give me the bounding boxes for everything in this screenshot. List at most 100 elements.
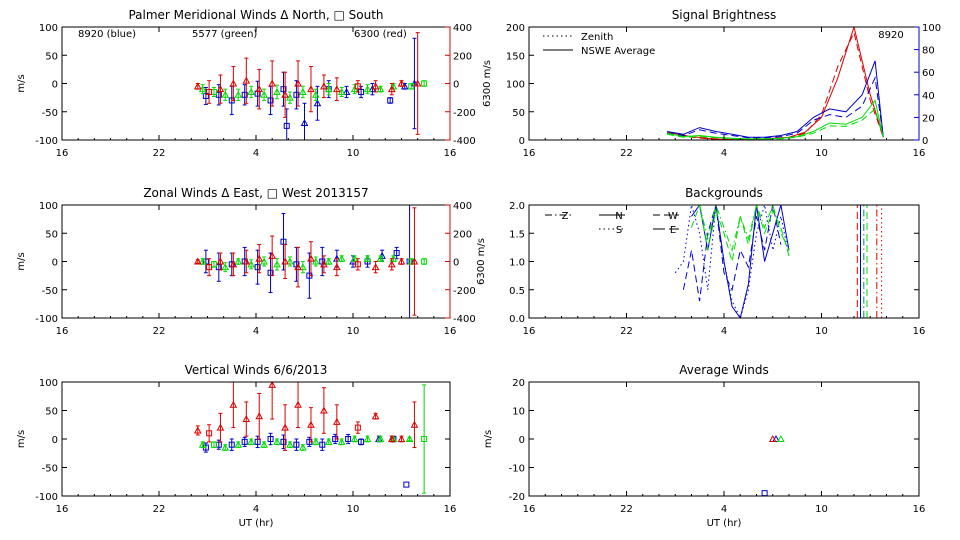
panel-title: Backgrounds xyxy=(685,186,763,200)
marker-square xyxy=(241,91,248,98)
right-y-tick-label: 0 xyxy=(453,80,459,91)
y-tick-label: -10 xyxy=(509,464,525,475)
x-tick-label: 22 xyxy=(620,148,633,159)
marker-triangle xyxy=(260,440,268,448)
series-line-blue xyxy=(691,205,790,318)
marker-triangle xyxy=(242,257,251,265)
marker-triangle xyxy=(768,434,777,442)
marker-triangle xyxy=(350,434,359,442)
marker-triangle xyxy=(247,87,255,95)
y-axis-label: m/s xyxy=(16,430,27,448)
marker-triangle xyxy=(299,263,307,271)
plot-area xyxy=(666,27,884,140)
marker-square xyxy=(345,436,352,442)
panel-title: Zonal Winds Δ East, □ West 2013157 xyxy=(143,186,368,200)
marker-triangle xyxy=(337,254,346,262)
right-y-tick-label: 20 xyxy=(922,113,935,124)
plot-frame xyxy=(528,26,920,141)
plot-area xyxy=(674,205,883,318)
marker-square xyxy=(280,86,287,93)
right-y-tick-label: 0 xyxy=(922,136,928,147)
marker-triangle xyxy=(376,434,385,442)
marker-square xyxy=(280,438,287,445)
marker-triangle xyxy=(229,260,238,268)
marker-triangle xyxy=(376,254,385,262)
series-line-red xyxy=(667,27,884,140)
x-tick-label: 16 xyxy=(913,326,926,337)
marker-square xyxy=(421,258,428,265)
marker-triangle xyxy=(324,437,333,445)
marker-triangle xyxy=(307,85,315,93)
marker-triangle xyxy=(221,90,230,98)
marker-triangle xyxy=(198,440,207,448)
marker-triangle xyxy=(221,443,230,451)
annotation-red: 6300 (red) xyxy=(354,29,407,40)
y-tick-label: 0.0 xyxy=(509,314,525,325)
marker-square xyxy=(421,436,428,442)
x-tick-label: 10 xyxy=(815,504,828,515)
marker-triangle xyxy=(234,440,243,448)
marker-triangle xyxy=(300,119,309,127)
marker-triangle xyxy=(324,257,333,265)
annotation-blue: 8920 xyxy=(878,30,903,41)
right-y-tick-label: 200 xyxy=(453,51,472,62)
legend-label: Zenith xyxy=(581,32,613,43)
right-y-tick-label: 400 xyxy=(453,23,472,34)
marker-triangle xyxy=(410,420,419,428)
marker-triangle xyxy=(268,251,277,259)
x-tick-label: 22 xyxy=(620,504,633,515)
panel-title: Signal Brightness xyxy=(672,8,777,22)
marker-square xyxy=(206,430,213,437)
marker-triangle xyxy=(363,85,372,93)
y-tick-label: 1.5 xyxy=(509,229,525,240)
y-tick-label: 100 xyxy=(39,378,58,389)
x-tick-label: 16 xyxy=(56,504,69,515)
marker-triangle xyxy=(332,263,341,271)
x-tick-label: 4 xyxy=(721,504,727,515)
panel-title: Vertical Winds 6/6/2013 xyxy=(185,363,328,377)
right-y-tick-label: -400 xyxy=(453,314,476,325)
series-line-green xyxy=(699,205,790,252)
legend-label: NSWE Average xyxy=(581,46,655,57)
panel-zonal: Zonal Winds Δ East, □ West 2013157 16 22 4 1… xyxy=(16,186,487,337)
marker-triangle xyxy=(299,443,307,451)
marker-triangle xyxy=(216,257,225,265)
y-tick-label: -100 xyxy=(35,492,58,503)
marker-triangle xyxy=(242,415,251,423)
marker-triangle xyxy=(260,90,268,98)
right-y-tick-label: 400 xyxy=(453,201,472,212)
marker-triangle xyxy=(221,263,230,271)
x-tick-label: 16 xyxy=(523,504,536,515)
marker-square xyxy=(254,264,261,271)
marker-triangle xyxy=(313,99,322,107)
x-tick-label: 10 xyxy=(347,504,360,515)
marker-square xyxy=(206,88,213,95)
marker-triangle xyxy=(294,263,302,271)
series-line-green xyxy=(691,205,790,262)
marker-triangle xyxy=(193,82,202,90)
marker-triangle xyxy=(387,85,396,93)
marker-triangle xyxy=(281,90,289,98)
marker-square xyxy=(206,264,213,271)
marker-triangle xyxy=(307,254,315,262)
marker-square xyxy=(354,261,361,268)
marker-triangle xyxy=(216,423,225,431)
y-tick-label: 150 xyxy=(506,51,525,62)
y-tick-label: 0 xyxy=(52,80,58,91)
marker-triangle xyxy=(286,257,294,265)
x-tick-label: 16 xyxy=(56,148,69,159)
marker-triangle xyxy=(320,260,328,268)
right-y-tick-label: 0 xyxy=(453,258,459,269)
right-axis-label: 6300 m/s xyxy=(482,60,493,107)
marker-triangle xyxy=(255,412,264,420)
plot-area xyxy=(193,382,428,494)
marker-square xyxy=(354,424,361,431)
annotation-green: 5577 (green) xyxy=(192,29,257,40)
x-tick-label: 4 xyxy=(253,148,259,159)
y-tick-label: 20 xyxy=(512,378,525,389)
y-axis-label: m/s xyxy=(483,430,494,448)
